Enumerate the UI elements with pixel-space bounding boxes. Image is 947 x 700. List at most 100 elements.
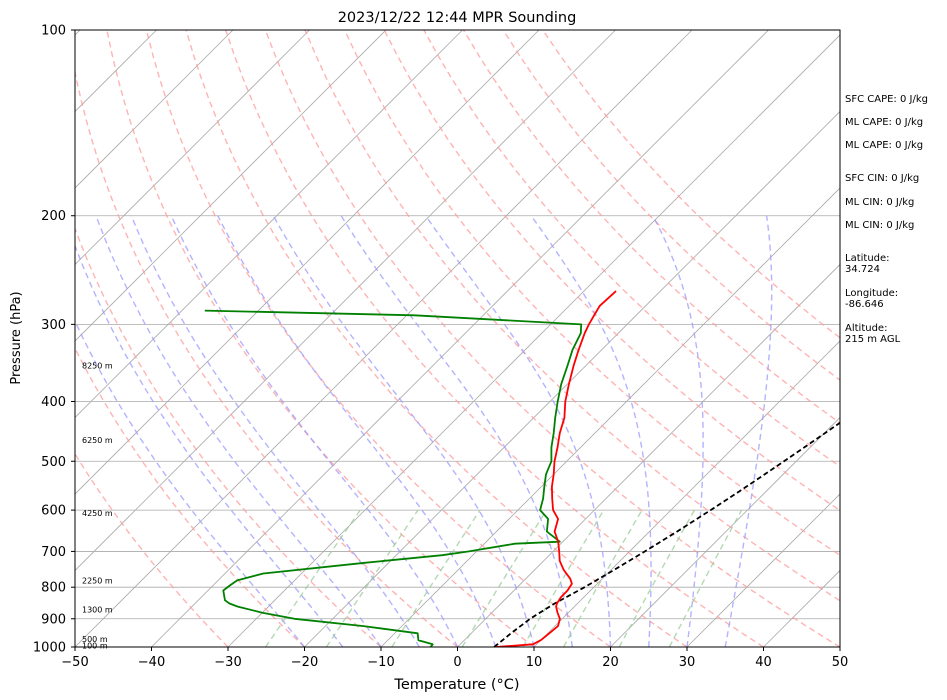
chart-title: 2023/12/22 12:44 MPR Sounding	[338, 10, 577, 26]
x-tick-label-30: 30	[679, 655, 696, 670]
y-tick-label-200: 200	[41, 209, 66, 224]
isotherm-line	[151, 30, 769, 647]
moist-adiabat-line	[425, 215, 612, 647]
mixing-ratio-line	[522, 509, 605, 647]
mixing-ratio-line	[391, 509, 481, 647]
parcel-profile-line	[493, 421, 840, 647]
y-tick-label-1000: 1000	[33, 641, 66, 656]
moist-adiabat-line	[272, 215, 535, 647]
isotherm-line	[227, 34, 840, 647]
isotherm-line	[75, 30, 540, 495]
isotherm-line	[457, 263, 840, 647]
x-tick-label-0: 0	[453, 655, 461, 670]
x-tick-label--50: −50	[61, 655, 88, 670]
ml-cin-text: ML CIN: 0 J/kg	[845, 197, 915, 208]
isotherm-grid	[0, 30, 840, 647]
dry-adiabat-line	[75, 226, 382, 647]
sounding-profiles	[204, 290, 840, 647]
isotherm-line	[75, 30, 616, 572]
y-axis-ticks: 100 200 300 400 500 600 700 800 900 1000	[33, 24, 75, 656]
plot-area	[0, 30, 840, 647]
x-tick-label-20: 20	[602, 655, 619, 670]
isobar-grid	[75, 30, 840, 647]
longitude-text: Longitude: -86.646	[845, 288, 899, 310]
y-tick-label-300: 300	[41, 318, 66, 333]
moist-adiabat-line	[530, 215, 652, 647]
moist-adiabat-line	[95, 215, 382, 647]
dry-adiabat-line	[264, 30, 840, 647]
isotherm-line	[304, 110, 840, 647]
moist-adiabat-line	[130, 215, 420, 647]
dry-adiabat-line	[75, 346, 305, 647]
x-axis-ticks: −50 −40 −30 −20 −10 0 10 20 30 40 50	[61, 647, 848, 670]
moist-adiabat-line	[340, 215, 573, 647]
dewpoint-profile-line	[204, 309, 583, 647]
y-tick-label-800: 800	[41, 581, 66, 596]
y-tick-label-700: 700	[41, 545, 66, 560]
latitude-text: Latitude: 34.724	[845, 253, 890, 275]
dry-adiabat-line	[343, 30, 840, 556]
x-tick-label--40: −40	[138, 655, 165, 670]
mixing-ratio-line	[325, 509, 419, 647]
x-tick-label--30: −30	[214, 655, 241, 670]
height-label: 8250 m	[82, 362, 113, 371]
mixing-ratio-line	[265, 509, 361, 647]
dry-adiabat-line	[185, 30, 688, 647]
y-tick-label-600: 600	[41, 504, 66, 519]
y-tick-label-900: 900	[41, 612, 66, 627]
isotherm-line	[610, 416, 840, 647]
isotherm-line	[75, 30, 310, 266]
temperature-profile-line	[495, 290, 617, 647]
dry-adiabat-line	[106, 30, 535, 647]
moist-adiabat-line	[170, 215, 459, 647]
altitude-text: Altitude: 215 m AGL	[845, 323, 901, 345]
sfc-cin-text: SFC CIN: 0 J/kg	[845, 173, 920, 184]
dry-adiabat-line	[75, 68, 458, 647]
isotherm-line	[75, 30, 234, 189]
dry-adiabat-line	[225, 30, 764, 647]
isotherm-line	[533, 340, 840, 647]
mixing-ratio-line	[618, 509, 696, 647]
height-label: 500 m	[82, 635, 108, 644]
x-tick-label-10: 10	[526, 655, 543, 670]
dry-adiabat-line	[383, 30, 840, 512]
sfc-cape-text: SFC CAPE: 0 J/kg	[845, 94, 928, 105]
x-tick-label-50: 50	[832, 655, 849, 670]
isotherm-line	[75, 30, 463, 419]
dry-adiabats	[75, 30, 840, 647]
mixing-ratio-line	[461, 509, 548, 647]
mixing-ratio-line	[668, 509, 743, 647]
isotherm-line	[75, 30, 693, 647]
isotherm-line	[75, 30, 387, 342]
isotherm-line	[380, 187, 840, 647]
moist-adiabat-line	[217, 215, 497, 647]
moist-adiabat-line	[652, 215, 704, 647]
y-tick-label-100: 100	[41, 24, 66, 39]
isotherm-line	[0, 30, 4, 647]
mixing-ratio-lines	[265, 509, 743, 647]
x-tick-label--20: −20	[291, 655, 318, 670]
ml-cape-text-2: ML CAPE: 0 J/kg	[845, 140, 924, 151]
height-label: 1300 m	[82, 606, 113, 615]
plot-frame	[74, 29, 841, 648]
ml-cin-text-2: ML CIN: 0 J/kg	[845, 220, 915, 231]
height-label: 6250 m	[82, 436, 113, 445]
dry-adiabat-line	[145, 30, 611, 647]
moist-adiabats	[75, 215, 773, 647]
y-axis-label: Pressure (hPa)	[9, 291, 24, 384]
height-label: 4250 m	[82, 509, 113, 518]
ml-cape-text: ML CAPE: 0 J/kg	[845, 117, 924, 128]
moist-adiabat-line	[724, 215, 773, 647]
mixing-ratio-line	[562, 509, 643, 647]
height-label: 100 m	[82, 642, 108, 651]
moist-adiabat-line	[75, 319, 306, 647]
isotherm-line	[686, 493, 840, 647]
dry-adiabat-line	[304, 30, 840, 602]
y-tick-label-400: 400	[41, 395, 66, 410]
x-tick-label--10: −10	[367, 655, 394, 670]
height-label: 2250 m	[82, 576, 113, 585]
x-axis-label: Temperature (°C)	[393, 677, 519, 693]
dry-adiabat-line	[423, 30, 840, 468]
